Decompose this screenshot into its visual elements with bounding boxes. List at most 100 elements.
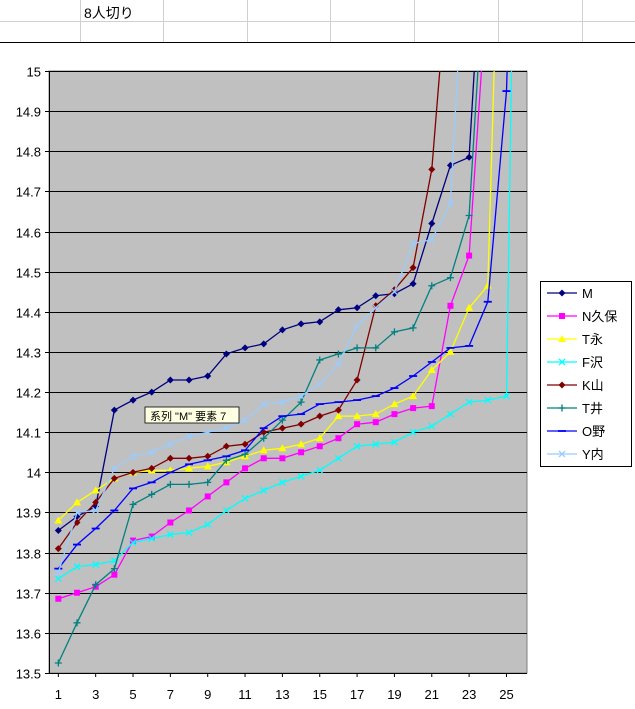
series-point[interactable]: [334, 412, 343, 420]
series-point[interactable]: [204, 372, 212, 380]
series-point[interactable]: [428, 165, 436, 173]
series-point[interactable]: [260, 455, 267, 462]
series-point[interactable]: [260, 340, 268, 348]
legend-marker[interactable]: [559, 313, 565, 319]
series-point[interactable]: [297, 392, 305, 400]
series-point[interactable]: [372, 440, 380, 448]
series-point[interactable]: [222, 442, 230, 450]
series-point[interactable]: [278, 444, 287, 452]
series-point[interactable]: [353, 442, 361, 450]
series-point[interactable]: [241, 344, 249, 352]
series-point[interactable]: [353, 304, 361, 312]
series-point[interactable]: [483, 281, 492, 289]
series-7[interactable]: [54, 43, 511, 570]
legend-marker[interactable]: [558, 381, 566, 389]
series-point[interactable]: [55, 595, 62, 602]
series-point[interactable]: [110, 474, 118, 482]
series-point[interactable]: [465, 211, 473, 219]
legend-entry[interactable]: M: [547, 286, 593, 301]
legend-marker[interactable]: [558, 335, 566, 342]
series-point[interactable]: [297, 320, 305, 328]
cell-label[interactable]: 8人切り: [84, 5, 134, 21]
series-line[interactable]: [57, 43, 480, 664]
series-point[interactable]: [390, 328, 398, 336]
series-point[interactable]: [241, 494, 249, 502]
series-point[interactable]: [354, 421, 361, 428]
series-point[interactable]: [446, 347, 455, 355]
series-point[interactable]: [241, 450, 249, 458]
series-point[interactable]: [204, 521, 212, 528]
series-point[interactable]: [148, 464, 156, 472]
legend-entry[interactable]: F沢: [547, 355, 603, 370]
series-point[interactable]: [409, 264, 417, 272]
series-point[interactable]: [278, 424, 286, 432]
series-point[interactable]: [73, 519, 81, 526]
series-point[interactable]: [372, 419, 379, 426]
series-point[interactable]: [222, 507, 230, 514]
series-point[interactable]: [278, 478, 286, 486]
series-point[interactable]: [241, 416, 249, 424]
series-point[interactable]: [222, 456, 230, 464]
series-point[interactable]: [427, 365, 436, 373]
series-point[interactable]: [91, 486, 100, 494]
series-point[interactable]: [260, 400, 268, 408]
series-point[interactable]: [334, 360, 342, 368]
series-point[interactable]: [129, 539, 137, 547]
series-point[interactable]: [204, 452, 212, 460]
series-line[interactable]: [57, 43, 513, 580]
series-point[interactable]: [390, 438, 398, 446]
series-point[interactable]: [315, 434, 324, 442]
series-point[interactable]: [54, 569, 62, 577]
series-point[interactable]: [129, 452, 137, 460]
series-point[interactable]: [260, 486, 268, 494]
legend-entry[interactable]: T永: [547, 332, 603, 347]
series-point[interactable]: [372, 304, 380, 312]
series-point[interactable]: [92, 581, 100, 589]
series-point[interactable]: [409, 324, 417, 332]
series-point[interactable]: [390, 288, 398, 296]
legend-entry[interactable]: N久保: [547, 309, 617, 324]
series-8[interactable]: [54, 43, 459, 577]
series-point[interactable]: [92, 498, 100, 506]
series-point[interactable]: [335, 435, 342, 442]
series-point[interactable]: [428, 422, 436, 430]
series-point[interactable]: [316, 318, 324, 326]
series-point[interactable]: [111, 571, 118, 578]
series-point[interactable]: [166, 531, 174, 538]
series-point[interactable]: [334, 306, 342, 314]
series-point[interactable]: [279, 455, 286, 462]
series-point[interactable]: [278, 326, 286, 334]
line-chart[interactable]: 13.5 13.6 13.7 13.8 13.9 14 14.1 14.2 14.3 14.4 14…: [0, 43, 635, 709]
series-point[interactable]: [185, 432, 193, 440]
series-point[interactable]: [166, 454, 174, 462]
series-point[interactable]: [110, 406, 118, 414]
legend-marker[interactable]: [558, 404, 566, 412]
series-point[interactable]: [466, 252, 473, 259]
series-point[interactable]: [166, 440, 174, 448]
series-point[interactable]: [446, 199, 454, 207]
legend-entry[interactable]: Y内: [547, 447, 604, 462]
plot-area[interactable]: [48, 70, 528, 674]
series-6[interactable]: [54, 43, 480, 667]
series-point[interactable]: [334, 350, 342, 358]
series-point[interactable]: [129, 500, 137, 508]
series-point[interactable]: [54, 575, 62, 583]
series-point[interactable]: [148, 533, 155, 540]
series-point[interactable]: [185, 480, 193, 488]
series-point[interactable]: [391, 411, 398, 418]
series-point[interactable]: [503, 392, 510, 400]
series-point[interactable]: [298, 449, 305, 456]
series-point[interactable]: [428, 282, 436, 290]
series-point[interactable]: [222, 424, 230, 432]
series-point[interactable]: [428, 236, 436, 244]
series-point[interactable]: [316, 466, 324, 474]
series-line[interactable]: [57, 43, 443, 549]
series-point[interactable]: [260, 434, 268, 442]
series-point[interactable]: [353, 412, 362, 420]
series-point[interactable]: [316, 380, 324, 388]
series-point[interactable]: [353, 376, 361, 384]
series-point[interactable]: [167, 519, 174, 526]
series-line[interactable]: [57, 43, 476, 532]
series-point[interactable]: [148, 448, 156, 456]
series-point[interactable]: [148, 535, 156, 543]
